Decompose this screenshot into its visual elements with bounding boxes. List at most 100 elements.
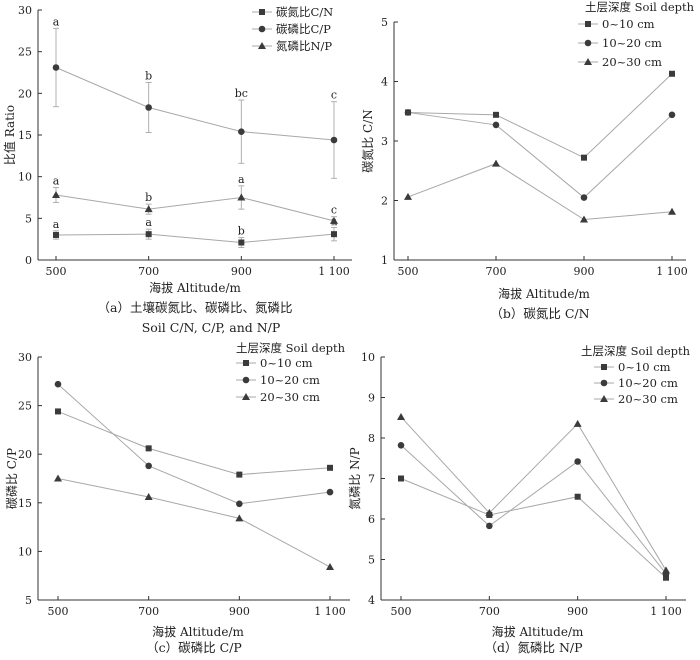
data-point-a-2-1 (144, 205, 153, 213)
data-point-b-1-1 (492, 121, 500, 129)
y-tick-label-c: 20 (18, 448, 32, 461)
series-line-c-2 (57, 478, 331, 568)
legend-marker-a (258, 25, 266, 33)
legend-marker-c (242, 393, 250, 400)
data-point-c-1-2 (236, 500, 243, 508)
significance-letter-a: a (145, 216, 152, 229)
data-point-d-2-0 (397, 412, 405, 420)
significance-letter-a: a (238, 173, 245, 186)
data-point-b-1-2 (580, 194, 588, 201)
series-line-d-2 (400, 416, 667, 571)
legend-label-b: 20~30 cm (602, 55, 662, 69)
series-line-d-0 (400, 478, 667, 579)
legend-marker-d (600, 379, 608, 387)
legend-label-d: 0~10 cm (618, 360, 671, 374)
data-point-b-2-1 (492, 159, 500, 167)
y-tick-label-d: 4 (368, 594, 375, 607)
data-point-a-0-1 (145, 231, 152, 238)
series-line-b-1 (407, 111, 673, 199)
y-tick-label-d: 9 (368, 392, 375, 405)
legend-marker-b (584, 58, 592, 65)
y-axis-label-a: 比值 Ratio (2, 105, 17, 165)
legend-title-c: 土层深度 Soil depth (236, 341, 346, 355)
y-tick-label-c: 10 (18, 545, 32, 558)
legend-label-c: 10~20 cm (260, 373, 320, 387)
y-axis-label-d: 氮磷比 N/P (347, 447, 362, 509)
x-tick-label-a: 900 (231, 265, 252, 278)
y-tick-label-d: 8 (368, 432, 375, 445)
data-point-a-0-3 (331, 231, 337, 238)
data-point-c-2-3 (326, 562, 334, 570)
series-line-d-1 (400, 444, 667, 574)
x-tick-label-d: 700 (479, 605, 500, 618)
y-tick-label-b: 5 (381, 16, 388, 29)
significance-letter-a: a (53, 15, 60, 28)
data-point-b-0-3 (669, 70, 675, 77)
series-line-b-0 (407, 73, 673, 159)
legend-label-b: 0~10 cm (602, 17, 655, 31)
legend-marker-a (259, 9, 265, 15)
data-point-d-1-2 (574, 458, 581, 465)
significance-letter-a: bc (235, 87, 248, 100)
panel-caption-a: （a）土壤碳氮比、碳磷比、氮磷比 (98, 300, 293, 315)
data-point-c-0-0 (55, 408, 61, 415)
y-tick-label-d: 5 (368, 554, 375, 567)
significance-letter-a: a (53, 175, 60, 188)
y-tick-label-a: 10 (18, 171, 32, 184)
y-axis-label-b: 碳氮比 C/N (360, 109, 375, 173)
legend-label-a: 碳磷比C/P (276, 22, 331, 36)
y-tick-label-b: 2 (381, 195, 388, 208)
x-tick-label-a: 500 (46, 265, 67, 278)
y-tick-label-b: 3 (381, 135, 388, 148)
chart-panel-c: 5 10 15 20 25 30 500 700 900 1 100 海拔 Altitude/m 碳磷… (4, 341, 350, 655)
data-point-c-0-1 (145, 445, 152, 452)
significance-letter-a: b (238, 225, 245, 238)
y-tick-label-c: 25 (18, 400, 32, 413)
series-line-b-2 (407, 163, 673, 221)
legend-marker-c (242, 376, 250, 384)
x-axis-label-c: 海拔 Altitude/m (152, 624, 244, 639)
x-tick-label-d: 500 (391, 605, 412, 618)
legend-title-d: 土层深度 Soil depth (581, 344, 691, 358)
x-tick-label-b: 1 100 (656, 265, 688, 278)
data-point-c-1-3 (326, 488, 334, 496)
y-tick-label-d: 10 (361, 351, 375, 364)
panel-caption-d: （d）氮磷比 N/P (484, 640, 582, 655)
y-tick-label-a: 30 (18, 4, 32, 17)
data-point-b-0-2 (581, 154, 587, 161)
data-point-d-2-3 (662, 566, 670, 574)
data-point-b-1-3 (668, 111, 676, 119)
legend-label-d: 10~20 cm (618, 376, 678, 390)
legend-label-d: 20~30 cm (618, 392, 678, 406)
x-axis-label-b: 海拔 Altitude/m (498, 286, 590, 301)
y-tick-label-d: 7 (368, 473, 375, 486)
significance-letter-a: b (145, 70, 152, 83)
series-line-a-2 (55, 194, 335, 222)
x-tick-label-d: 900 (567, 605, 588, 618)
legend-label-a: 氮磷比N/P (276, 39, 332, 53)
x-tick-label-b: 900 (574, 265, 595, 278)
y-tick-label-a: 0 (25, 254, 32, 267)
data-point-b-0-1 (493, 111, 499, 118)
y-tick-label-a: 25 (18, 46, 32, 59)
significance-letter-a: b (145, 191, 152, 204)
y-tick-label-a: 15 (18, 129, 32, 142)
data-point-a-1-0 (52, 64, 60, 71)
data-point-c-0-2 (236, 471, 243, 478)
chart-panel-d: 4 5 6 7 8 9 10 500 700 900 1 100 海拔 Altitude/m 氮磷比 N… (347, 344, 691, 655)
x-tick-label-d: 1 100 (650, 605, 682, 618)
x-tick-label-c: 1 100 (314, 605, 346, 618)
data-point-d-0-2 (574, 493, 581, 500)
legend-a: 碳氮比C/N 碳磷比C/P 氮磷比N/P (252, 5, 333, 53)
data-point-c-2-0 (54, 474, 62, 482)
legend-label-c: 0~10 cm (260, 356, 313, 370)
significance-letter-a: c (331, 89, 337, 102)
data-point-a-2-2 (237, 193, 246, 201)
data-point-d-1-0 (397, 441, 405, 449)
significance-letter-a: a (53, 218, 60, 231)
chart-panel-a: 0 5 10 15 20 25 30 500 700 900 1 100 海拔 Altitude/m 比… (2, 4, 352, 335)
y-tick-label-b: 4 (381, 76, 388, 89)
x-tick-label-b: 700 (486, 265, 507, 278)
